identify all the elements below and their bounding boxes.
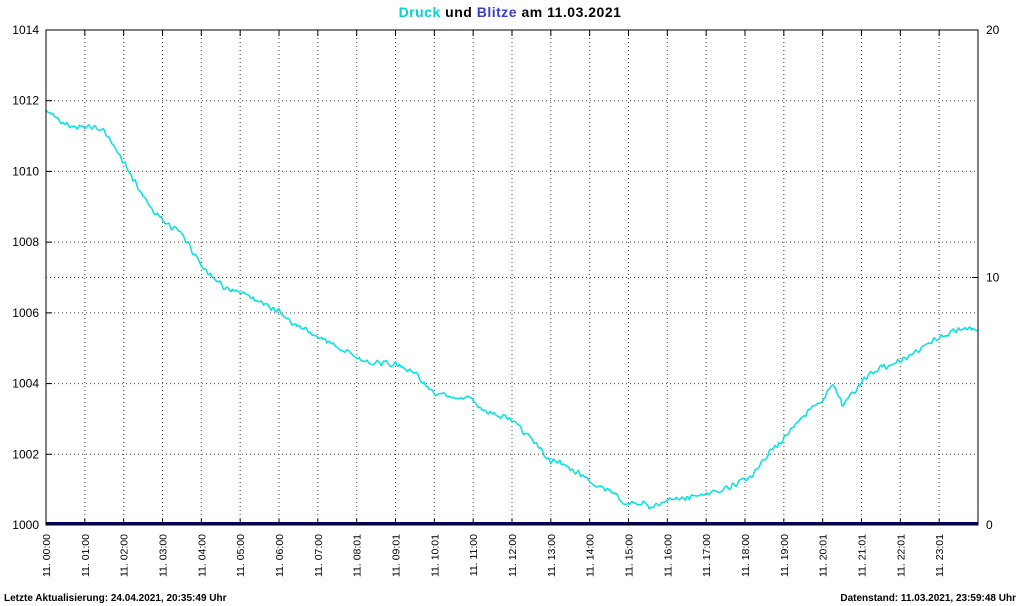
x-tick-label: 11. 19:00 bbox=[779, 534, 791, 577]
x-tick-label: 11. 16:00 bbox=[662, 534, 674, 577]
title-druck: Druck bbox=[398, 4, 441, 20]
x-tick-label: 11. 13:00 bbox=[546, 534, 558, 577]
x-tick-label: 11. 01:00 bbox=[80, 534, 92, 577]
x-tick-label: 11. 07:00 bbox=[313, 534, 325, 577]
y-left-tick-label: 1006 bbox=[12, 306, 39, 320]
x-tick-label: 11. 02:00 bbox=[119, 534, 131, 577]
y-left-tick-label: 1004 bbox=[12, 377, 39, 391]
y-right-tick-label: 0 bbox=[986, 518, 993, 532]
tick-marks bbox=[46, 30, 978, 525]
data-state-text: Datenstand: 11.03.2021, 23:59:48 Uhr bbox=[840, 593, 1016, 604]
chart-title: Druck und Blitze am 11.03.2021 bbox=[0, 4, 1020, 20]
x-tick-label: 11. 15:00 bbox=[624, 534, 636, 577]
x-tick-label: 11. 05:00 bbox=[235, 534, 247, 577]
x-tick-label: 11. 10:01 bbox=[429, 534, 441, 577]
x-tick-label: 11. 23:01 bbox=[934, 534, 946, 577]
x-tick-label: 11. 11:00 bbox=[468, 534, 480, 576]
y-left-tick-label: 1002 bbox=[12, 447, 39, 461]
druck-series-line bbox=[45, 109, 978, 510]
title-blitze: Blitze bbox=[476, 4, 518, 20]
title-und: und bbox=[440, 4, 477, 20]
y-left-tick-label: 1000 bbox=[12, 518, 39, 532]
x-tick-label: 11. 04:00 bbox=[196, 534, 208, 577]
x-tick-label: 11. 12:00 bbox=[507, 534, 519, 577]
y-left-tick-label: 1014 bbox=[12, 23, 39, 37]
y-left-tick-label: 1008 bbox=[12, 235, 39, 249]
axis-labels: 1000 1002 1004 1006 1008 1010 1012 1014 0 10 20 11.… bbox=[12, 23, 999, 577]
x-tick-label: 11. 09:01 bbox=[391, 534, 403, 577]
y-right-tick-label: 20 bbox=[986, 23, 1000, 37]
x-tick-label: 11. 20:01 bbox=[818, 534, 830, 577]
x-tick-label: 11. 06:00 bbox=[274, 534, 286, 577]
x-tick-label: 11. 03:00 bbox=[158, 534, 170, 577]
y-left-tick-label: 1012 bbox=[12, 94, 39, 108]
y-right-tick-label: 10 bbox=[986, 271, 1000, 285]
x-tick-label: 11. 18:00 bbox=[740, 534, 752, 577]
x-tick-label: 11. 14:00 bbox=[585, 534, 597, 577]
x-tick-label: 11. 21:01 bbox=[857, 534, 869, 577]
y-left-tick-label: 1010 bbox=[12, 164, 39, 178]
title-date: am 11.03.2021 bbox=[517, 4, 622, 20]
x-tick-label: 11. 17:00 bbox=[701, 534, 713, 577]
last-update-text: Letzte Aktualisierung: 24.04.2021, 20:35… bbox=[4, 593, 227, 604]
gridlines bbox=[46, 30, 978, 525]
x-tick-label: 11. 08:01 bbox=[352, 534, 364, 577]
x-tick-label: 11. 00:00 bbox=[41, 534, 53, 577]
x-tick-label: 11. 22:01 bbox=[895, 534, 907, 577]
